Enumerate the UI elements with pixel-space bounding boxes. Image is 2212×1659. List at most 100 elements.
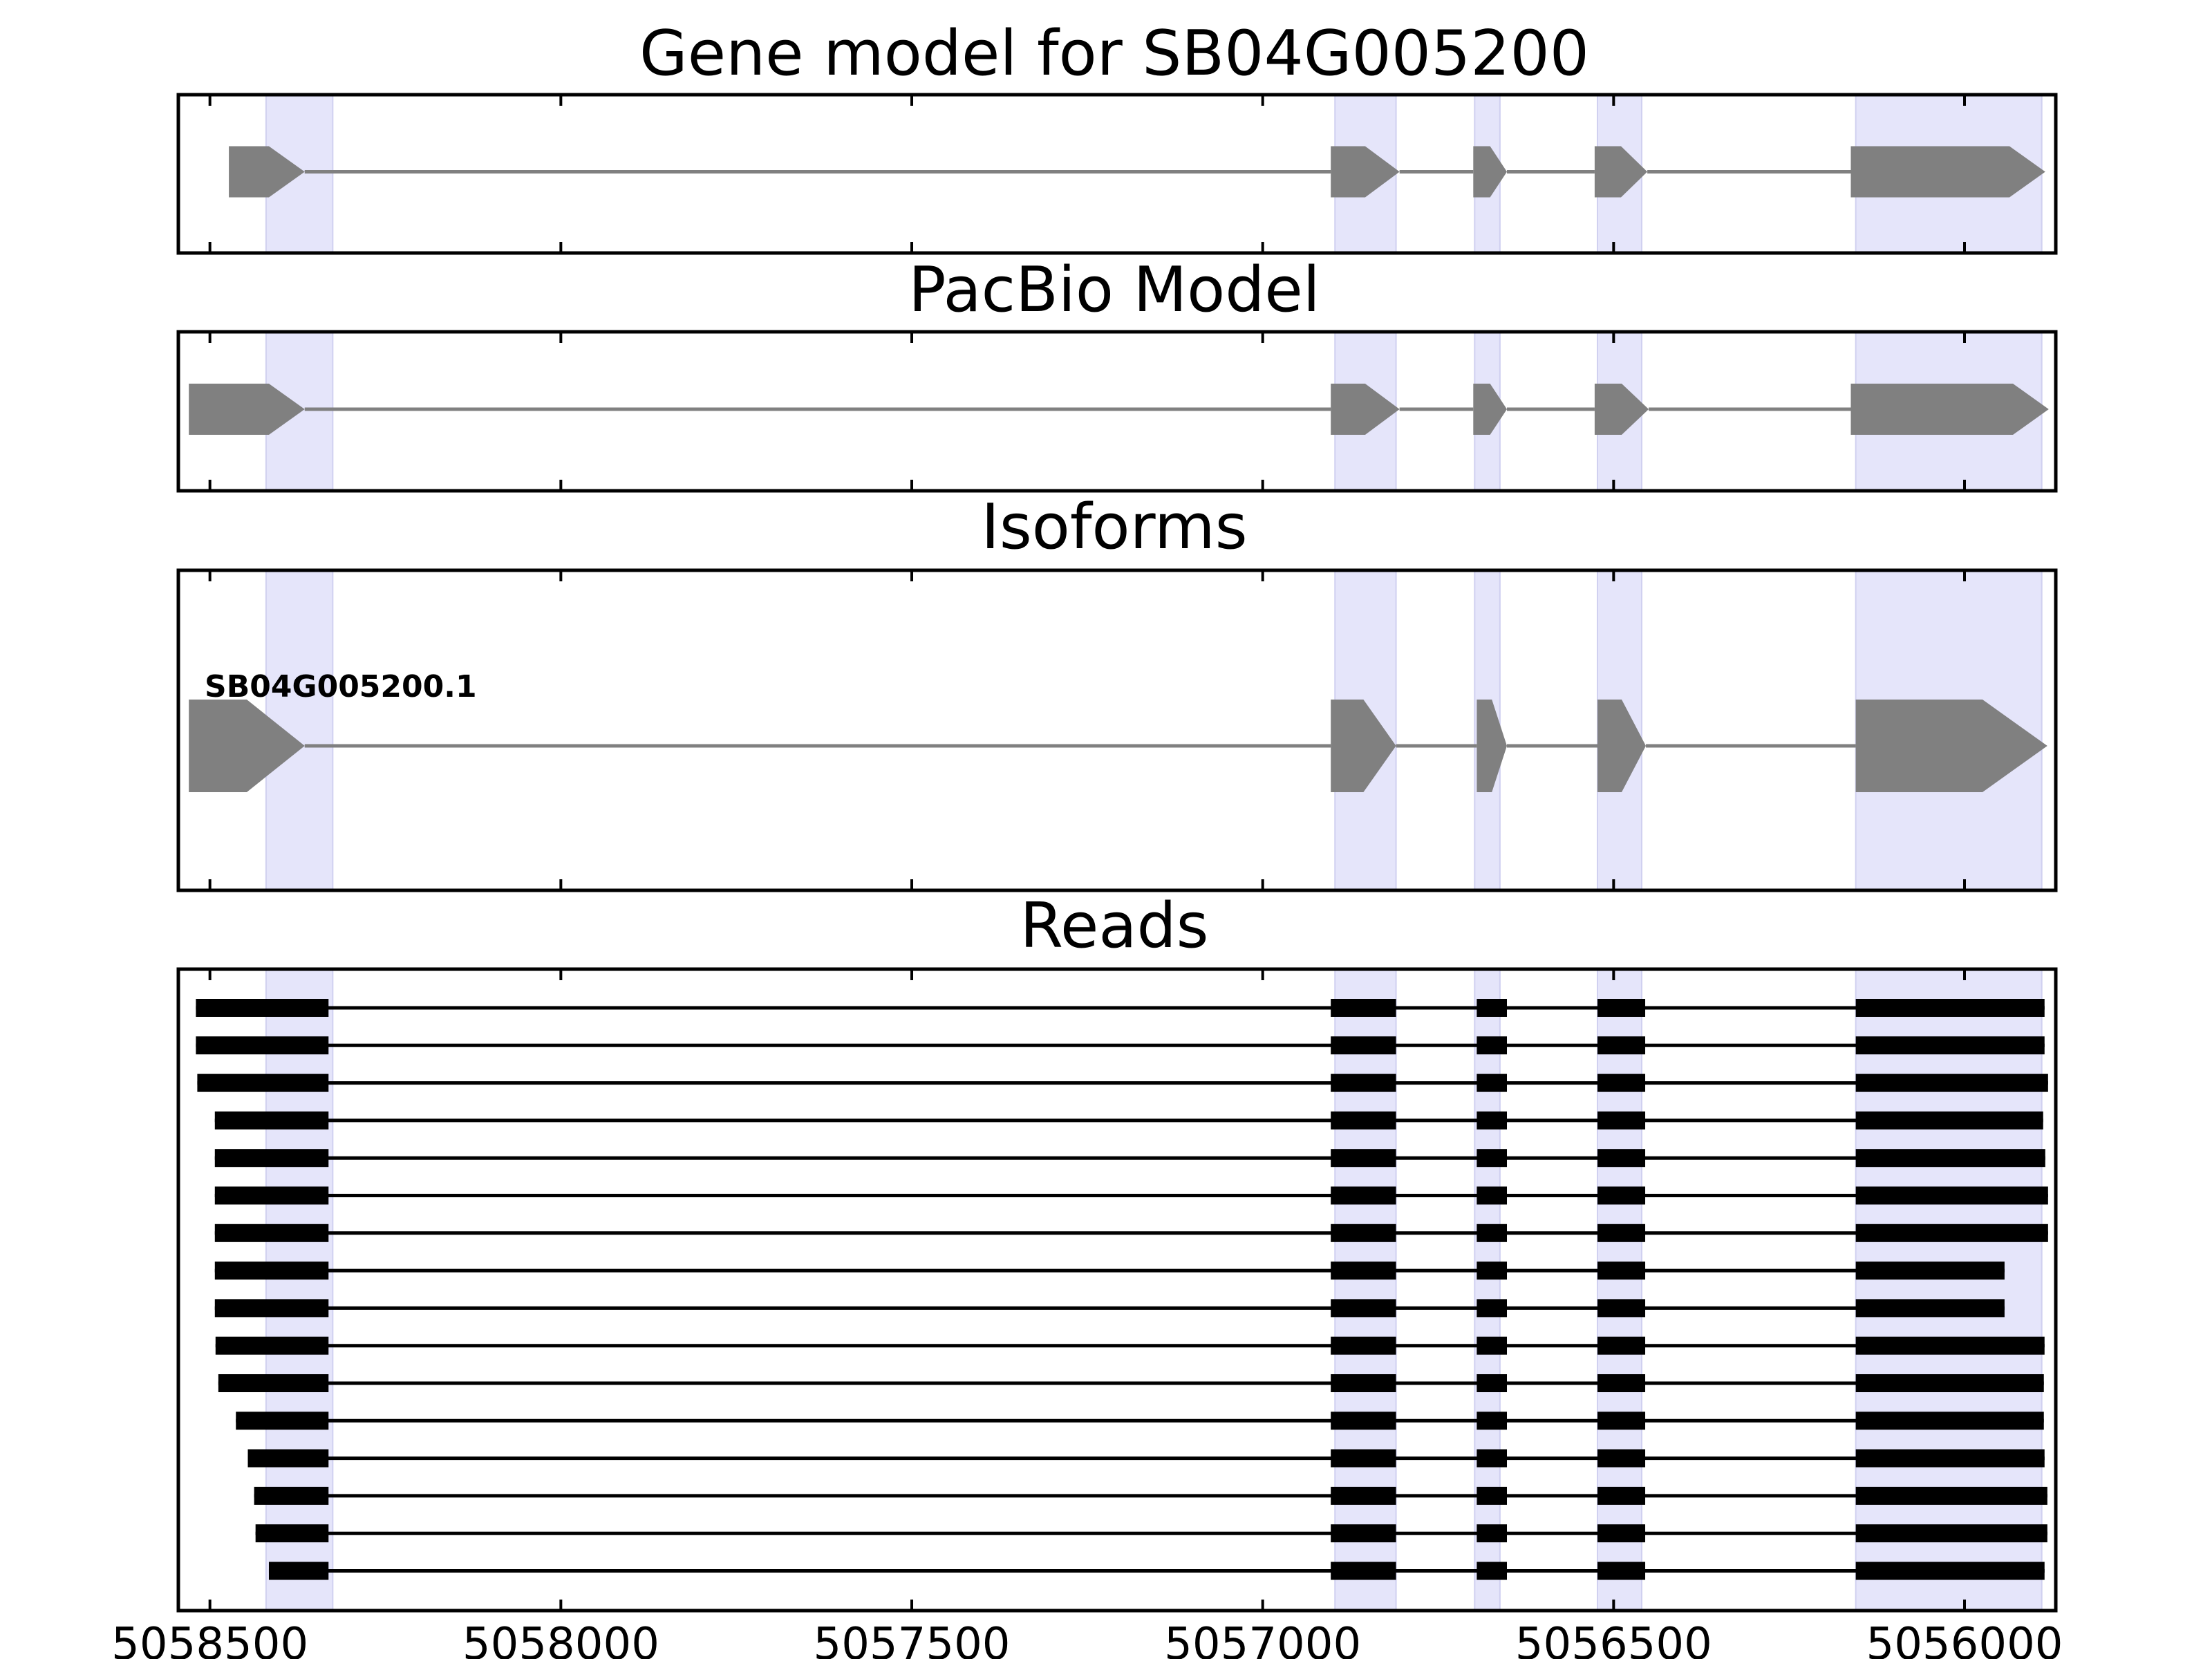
isoforms-title: Isoforms bbox=[981, 491, 1247, 563]
x-tick-label: 5058500 bbox=[111, 1619, 308, 1659]
exon-block bbox=[1855, 700, 2047, 792]
read-exon-block bbox=[214, 1224, 329, 1242]
read-exon-block bbox=[1477, 1374, 1508, 1392]
exon-block bbox=[1597, 700, 1646, 792]
read-exon-block bbox=[1597, 1486, 1646, 1505]
read-exon-block bbox=[1331, 1262, 1396, 1280]
read-exon-block bbox=[1477, 1074, 1508, 1092]
exon-block bbox=[1850, 146, 2045, 198]
read-exon-block bbox=[1855, 1186, 2048, 1205]
read-exon-block bbox=[1331, 1486, 1396, 1505]
read-exon-block bbox=[1477, 1486, 1508, 1505]
read-exon-block bbox=[1597, 1374, 1646, 1392]
read-exon-block bbox=[1597, 1299, 1646, 1318]
read-exon-block bbox=[255, 1524, 329, 1543]
read-exon-block bbox=[1597, 1336, 1646, 1355]
read-exon-block bbox=[1477, 1036, 1508, 1055]
read-exon-block bbox=[1855, 1036, 2045, 1055]
pacbio-model-panel bbox=[176, 330, 2058, 493]
gene-model-panel bbox=[176, 93, 2058, 255]
read-exon-block bbox=[1855, 1336, 2045, 1355]
read-exon-block bbox=[196, 1036, 329, 1055]
highlight-region bbox=[1855, 968, 2043, 1611]
highlight-region bbox=[1596, 968, 1642, 1611]
read-exon-block bbox=[1597, 1186, 1646, 1205]
read-exon-block bbox=[1855, 1486, 2047, 1505]
read-exon-block bbox=[1331, 999, 1396, 1017]
read-exon-block bbox=[218, 1374, 329, 1392]
exon-block bbox=[1331, 384, 1400, 435]
reads-panel bbox=[176, 967, 2058, 1613]
read-exon-block bbox=[215, 1336, 329, 1355]
read-exon-block bbox=[1331, 1299, 1396, 1318]
read-exon-block bbox=[1855, 1299, 2005, 1318]
read-exon-block bbox=[254, 1486, 329, 1505]
isoform-label: SB04G005200.1 bbox=[205, 669, 477, 704]
read-exon-block bbox=[1597, 1074, 1646, 1092]
x-tick-label: 5057000 bbox=[1164, 1619, 1361, 1659]
read-exon-block bbox=[268, 1562, 329, 1580]
read-exon-block bbox=[1597, 1524, 1646, 1543]
read-exon-block bbox=[1597, 1036, 1646, 1055]
read-exon-block bbox=[1331, 1524, 1396, 1543]
read-exon-block bbox=[1331, 1412, 1396, 1430]
read-exon-block bbox=[1477, 1186, 1508, 1205]
read-exon-block bbox=[1855, 1412, 2044, 1430]
highlight-region bbox=[1474, 968, 1501, 1611]
read-exon-block bbox=[1331, 1562, 1396, 1580]
read-exon-block bbox=[1477, 1224, 1508, 1242]
exon-block bbox=[1331, 700, 1396, 792]
read-exon-block bbox=[214, 1186, 329, 1205]
read-exon-block bbox=[1597, 1111, 1646, 1130]
x-axis-labels: 5058500 5058000 5057500 5057000 5056500 … bbox=[111, 1619, 2063, 1659]
exon-block bbox=[189, 700, 305, 792]
read-exon-block bbox=[1477, 1111, 1508, 1130]
read-exon-block bbox=[1477, 1299, 1508, 1318]
gene-model-title: Gene model for SB04G005200 bbox=[639, 17, 1589, 90]
exon-block bbox=[1850, 384, 2049, 435]
read-exon-block bbox=[1331, 1186, 1396, 1205]
read-exon-block bbox=[1597, 1224, 1646, 1242]
read-exon-block bbox=[1477, 1449, 1508, 1468]
read-exon-block bbox=[1331, 1149, 1396, 1168]
read-exon-block bbox=[1855, 1262, 2005, 1280]
read-exon-block bbox=[1597, 1412, 1646, 1430]
read-exon-block bbox=[1331, 1111, 1396, 1130]
read-exon-block bbox=[1331, 1224, 1396, 1242]
read-exon-block bbox=[214, 1149, 329, 1168]
read-exon-block bbox=[1597, 1562, 1646, 1580]
reads-title: Reads bbox=[1020, 890, 1208, 962]
read-exon-block bbox=[1477, 1336, 1508, 1355]
read-exon-block bbox=[236, 1412, 329, 1430]
read-exon-block bbox=[1597, 1449, 1646, 1468]
panel-frame bbox=[176, 93, 2058, 255]
read-exon-block bbox=[1855, 1149, 2045, 1168]
read-exon-block bbox=[214, 1299, 329, 1318]
read-exon-block bbox=[1477, 1412, 1508, 1430]
exon-block bbox=[1477, 700, 1507, 792]
x-tick-label: 5057500 bbox=[813, 1619, 1010, 1659]
exon-block bbox=[229, 146, 305, 198]
read-exon-block bbox=[214, 1111, 329, 1130]
read-exon-block bbox=[1855, 1449, 2045, 1468]
read-exon-block bbox=[197, 1074, 329, 1092]
read-exon-block bbox=[1855, 1111, 2043, 1130]
panel-frame bbox=[176, 967, 2058, 1613]
read-exon-block bbox=[214, 1262, 329, 1280]
exon-block bbox=[1331, 146, 1400, 198]
exon-block bbox=[189, 384, 305, 435]
read-exon-block bbox=[1331, 1336, 1396, 1355]
pacbio-model-title: PacBio Model bbox=[908, 254, 1320, 326]
read-exon-block bbox=[1855, 1524, 2047, 1543]
read-exon-block bbox=[1855, 1074, 2048, 1092]
exon-block bbox=[1594, 146, 1648, 198]
read-exon-block bbox=[196, 999, 329, 1017]
x-tick-label: 5056500 bbox=[1515, 1619, 1712, 1659]
read-exon-block bbox=[1477, 1262, 1508, 1280]
x-tick-label: 5058000 bbox=[462, 1619, 659, 1659]
read-exon-block bbox=[1331, 1074, 1396, 1092]
read-exon-block bbox=[1477, 1149, 1508, 1168]
read-exon-block bbox=[1331, 1036, 1396, 1055]
read-exon-block bbox=[1855, 1374, 2044, 1392]
